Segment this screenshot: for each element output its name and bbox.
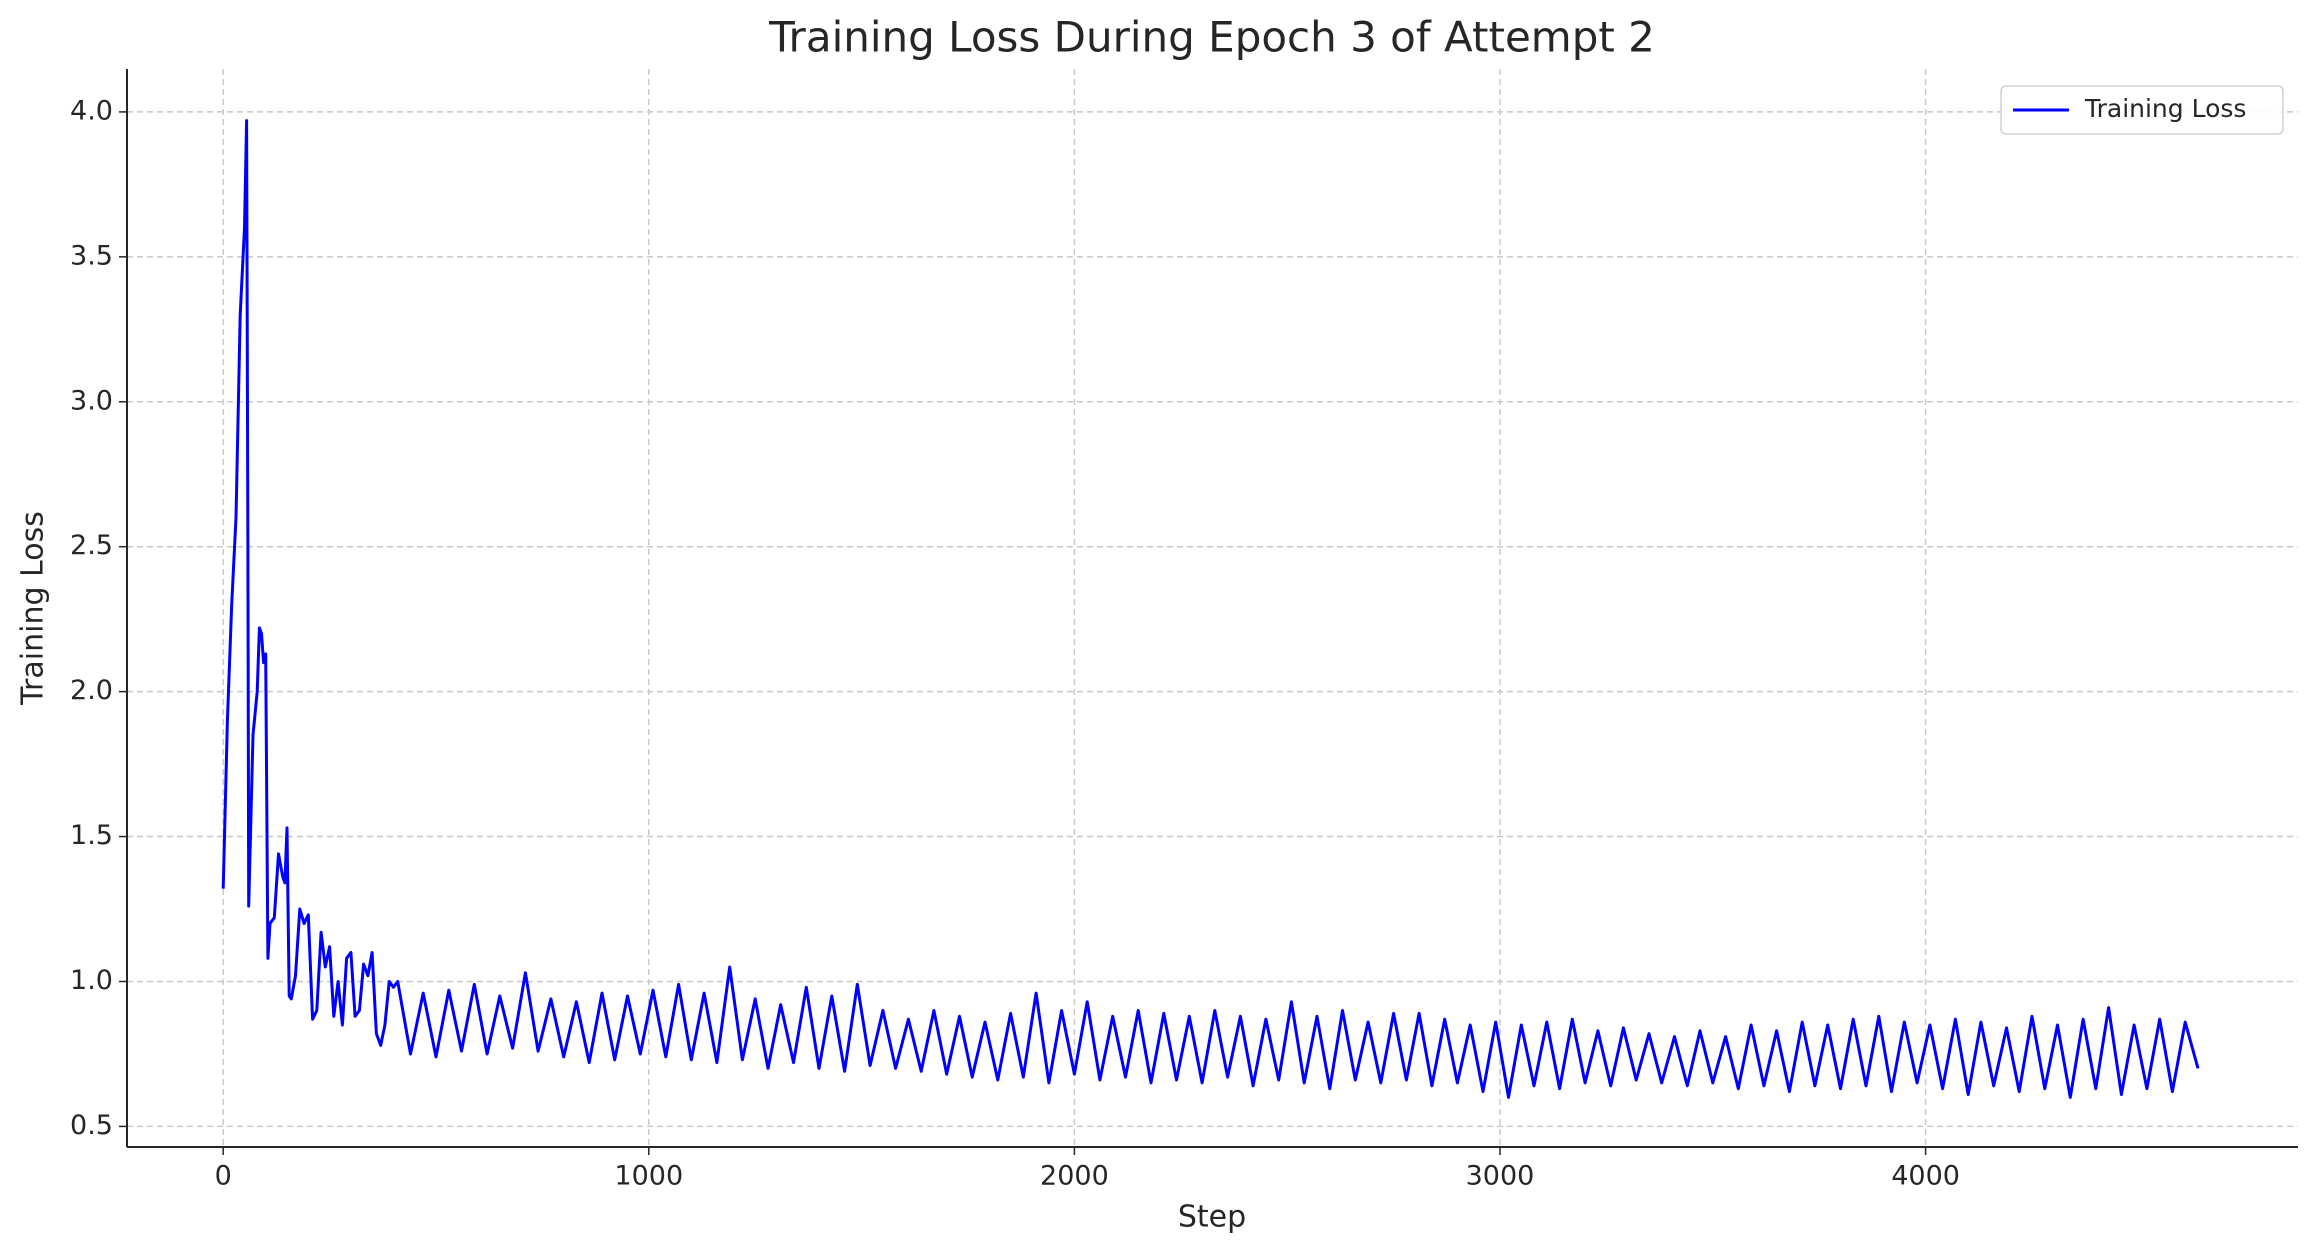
- x-axis-label: Step: [1178, 1200, 1246, 1235]
- y-tick-label: 3.5: [70, 240, 113, 271]
- y-tick-label: 1.5: [70, 820, 113, 851]
- chart-title: Training Loss During Epoch 3 of Attempt …: [768, 13, 1655, 62]
- y-tick-label: 0.5: [70, 1110, 113, 1141]
- legend-box: [2000, 85, 2284, 135]
- x-tick-label: 1000: [614, 1161, 683, 1192]
- y-tick-label: 1.0: [70, 965, 113, 996]
- y-tick-label: 3.0: [70, 385, 113, 416]
- y-tick-label: 2.0: [70, 675, 113, 706]
- data-line: [221, 119, 2200, 1099]
- x-tick-label: 4000: [1891, 1161, 1960, 1192]
- y-tick-label: 4.0: [70, 95, 113, 126]
- legend-label: Training Loss: [2084, 94, 2246, 123]
- y-tick-label: 2.5: [70, 530, 113, 561]
- x-tick-label: 2000: [1040, 1161, 1109, 1192]
- x-tick-label: 3000: [1466, 1161, 1535, 1192]
- x-tick-label: 0: [215, 1161, 232, 1192]
- y-axis-label: Training Loss: [16, 511, 51, 706]
